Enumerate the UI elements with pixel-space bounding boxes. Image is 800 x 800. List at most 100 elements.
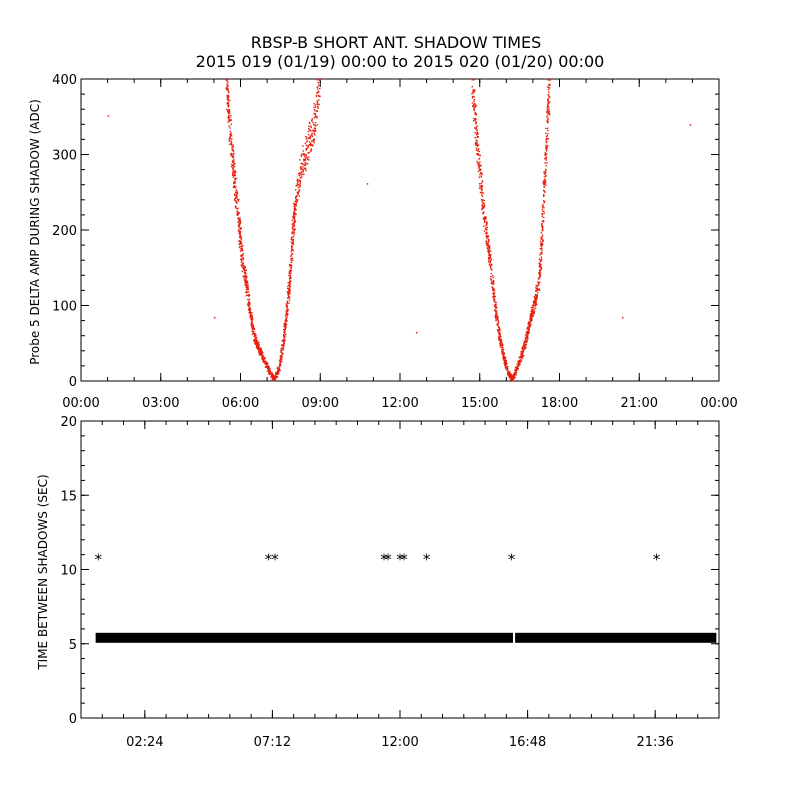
amplitude-point	[494, 299, 496, 301]
amplitude-point	[498, 338, 501, 340]
amplitude-point	[283, 323, 285, 326]
amplitude-point	[548, 110, 551, 113]
amplitude-point	[540, 263, 542, 266]
amplitude-point	[280, 349, 282, 352]
amplitude-point	[308, 127, 310, 130]
amplitude-point	[487, 235, 490, 238]
amplitude-point	[483, 205, 486, 208]
amplitude-point	[302, 166, 304, 168]
amplitude-point	[546, 121, 549, 124]
amplitude-point	[252, 323, 254, 326]
amplitude-point	[315, 94, 318, 97]
amplitude-point	[264, 362, 266, 365]
amplitude-point	[310, 134, 312, 137]
amplitude-point	[473, 98, 475, 101]
amplitude-point	[511, 375, 514, 378]
amplitude-point	[493, 296, 495, 299]
amplitude-point	[240, 243, 242, 245]
amplitude-point	[314, 124, 316, 127]
amplitude-point	[306, 158, 309, 160]
amplitude-point	[485, 240, 487, 242]
amplitude-point	[543, 190, 546, 193]
amplitude-point	[299, 181, 302, 183]
amplitude-point	[540, 268, 542, 270]
amplitude-point	[541, 229, 544, 232]
amplitude-point	[491, 281, 493, 283]
amplitude-point	[505, 360, 508, 363]
amplitude-point	[265, 365, 268, 368]
amplitude-point	[540, 232, 543, 234]
amplitude-point	[226, 86, 228, 88]
amplitude-point	[543, 185, 545, 187]
amplitude-point	[316, 117, 318, 119]
amplitude-point	[476, 160, 478, 163]
amplitude-point	[542, 205, 545, 208]
amplitude-point	[300, 162, 302, 165]
amplitude-point	[502, 349, 504, 351]
amplitude-point	[285, 323, 287, 325]
amplitude-point	[229, 127, 231, 129]
amplitude-point	[473, 127, 476, 129]
amplitude-point	[488, 245, 490, 248]
amplitude-point	[317, 88, 319, 90]
amplitude-point	[256, 343, 259, 345]
amplitude-point	[291, 248, 293, 251]
amplitude-point	[281, 347, 283, 349]
amplitude-point	[539, 281, 541, 284]
amplitude-point	[498, 328, 501, 330]
amplitude-point	[226, 94, 228, 97]
amplitude-point	[543, 189, 545, 192]
amplitude-point	[534, 304, 537, 306]
amplitude-point	[528, 325, 530, 327]
amplitude-point	[524, 341, 526, 343]
amplitude-point	[293, 212, 295, 215]
amplitude-point	[527, 323, 529, 325]
amplitude-point	[535, 290, 537, 293]
amplitude-point	[517, 363, 520, 365]
amplitude-point	[512, 376, 515, 378]
amplitude-point	[533, 312, 536, 314]
amplitude-point	[292, 249, 294, 251]
amplitude-point	[307, 145, 309, 148]
amplitude-point	[238, 232, 241, 234]
amplitude-point	[542, 200, 545, 202]
amplitude-point	[245, 278, 247, 281]
amplitude-point	[248, 305, 250, 308]
amplitude-point	[238, 228, 240, 230]
amplitude-point	[535, 284, 537, 287]
amplitude-point	[273, 377, 276, 379]
amplitude-point	[286, 291, 289, 293]
amplitude-point	[271, 373, 274, 375]
amplitude-point	[490, 275, 492, 278]
amplitude-point	[300, 155, 303, 157]
amplitude-point	[538, 282, 540, 284]
amplitude-point	[290, 258, 292, 260]
amplitude-point	[281, 344, 283, 346]
amplitude-point	[294, 204, 297, 206]
amplitude-point	[313, 106, 315, 109]
amplitude-point	[497, 323, 499, 325]
amplitude-point	[232, 171, 234, 174]
amplitude-point	[259, 349, 261, 352]
amplitude-point	[251, 330, 253, 333]
amplitude-point	[536, 285, 538, 288]
amplitude-point	[241, 255, 243, 257]
amplitude-point	[289, 290, 291, 293]
amplitude-point	[520, 359, 522, 361]
amplitude-point	[226, 84, 228, 86]
amplitude-point	[227, 101, 229, 104]
amplitude-point	[486, 234, 488, 237]
amplitude-point	[294, 228, 296, 230]
amplitude-point	[482, 192, 484, 194]
amplitude-point	[256, 340, 258, 343]
amplitude-point	[314, 127, 317, 130]
amplitude-point	[490, 264, 493, 266]
amplitude-point	[482, 212, 485, 214]
amplitude-point	[534, 305, 536, 307]
amplitude-point	[239, 221, 241, 224]
amplitude-point	[511, 379, 513, 381]
amplitude-point	[231, 138, 233, 140]
amplitude-point	[300, 167, 302, 169]
amplitude-point	[286, 297, 289, 299]
amplitude-point	[270, 376, 272, 378]
